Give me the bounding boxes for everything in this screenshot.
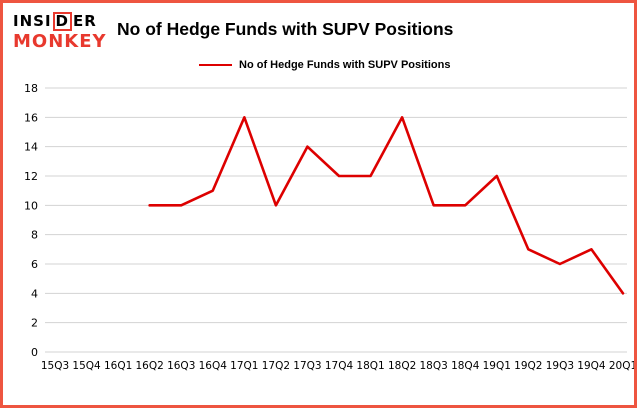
logo-text-part1: INSI — [13, 12, 52, 30]
x-axis-label: 19Q1 — [483, 360, 511, 372]
x-axis-label: 17Q2 — [262, 360, 290, 372]
logo-boxed-letter: D — [52, 12, 72, 31]
logo-insider-text: INSI D ER — [13, 12, 113, 31]
x-axis-label: 18Q4 — [451, 360, 480, 372]
logo-monkey-text: MONKEY — [13, 31, 107, 52]
series-line — [148, 116, 625, 295]
x-axis-label: 16Q3 — [167, 360, 195, 372]
x-axis-label: 20Q1 — [609, 360, 634, 372]
legend-line-swatch — [199, 63, 232, 67]
y-axis-label: 8 — [31, 229, 38, 242]
y-axis-label: 16 — [24, 111, 38, 124]
legend-label: No of Hedge Funds with SUPV Positions — [239, 59, 451, 71]
y-axis-label: 0 — [31, 346, 38, 359]
y-axis-label: 10 — [24, 199, 38, 212]
y-axis-label: 2 — [31, 317, 38, 330]
x-axis-label: 19Q4 — [577, 360, 606, 372]
x-axis-label: 19Q2 — [514, 360, 542, 372]
x-axis-label: 18Q2 — [388, 360, 416, 372]
x-axis-label: 17Q3 — [293, 360, 321, 372]
page-title: No of Hedge Funds with SUPV Positions — [117, 19, 454, 39]
y-axis-label: 6 — [31, 258, 38, 271]
legend: No of Hedge Funds with SUPV Positions — [199, 59, 450, 71]
x-axis-label: 15Q4 — [72, 360, 101, 372]
y-axis-label: 12 — [24, 170, 38, 183]
x-axis-label: 18Q1 — [356, 360, 384, 372]
x-axis-label: 19Q3 — [546, 360, 574, 372]
x-axis-label: 16Q4 — [199, 360, 228, 372]
x-axis-label: 16Q1 — [104, 360, 132, 372]
insider-monkey-logo: INSI D ER MONKEY — [13, 12, 113, 53]
x-axis-label: 18Q3 — [420, 360, 448, 372]
y-axis-label: 4 — [31, 287, 38, 300]
logo-text-part2: ER — [72, 12, 97, 30]
x-axis-label: 16Q2 — [136, 360, 164, 372]
y-axis-label: 14 — [24, 141, 38, 154]
y-axis-label: 18 — [24, 82, 38, 95]
x-axis-label: 17Q4 — [325, 360, 354, 372]
x-axis-label: 17Q1 — [230, 360, 258, 372]
x-axis-label: 15Q3 — [41, 360, 69, 372]
